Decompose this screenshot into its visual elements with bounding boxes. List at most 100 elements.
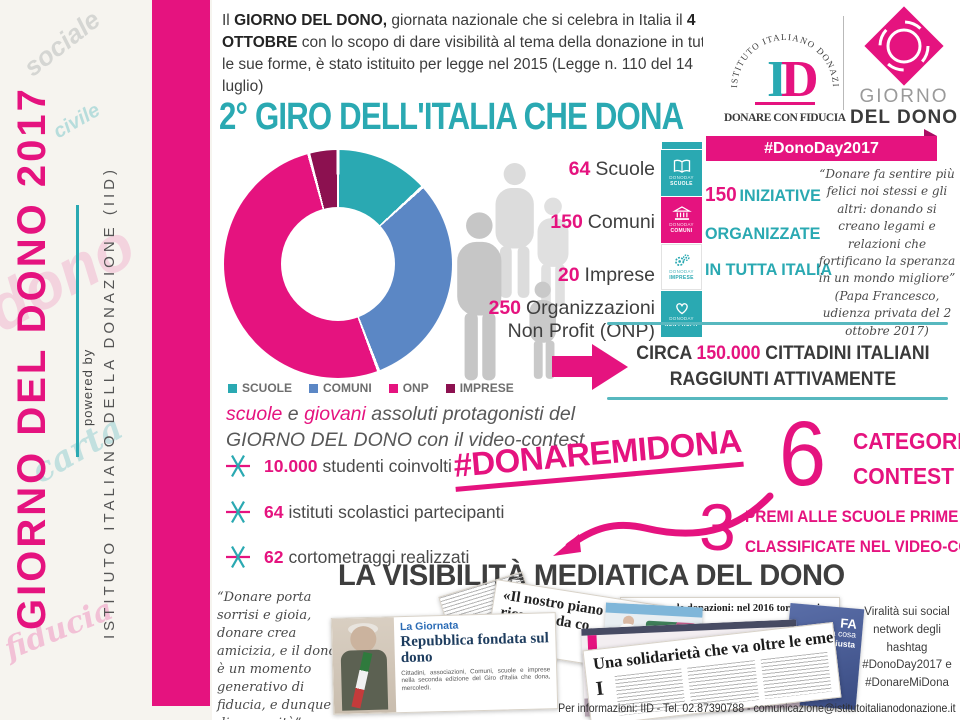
bullet-number: 64 bbox=[264, 501, 284, 522]
legend-item-imprese: IMPRESE bbox=[445, 381, 514, 395]
contest-label-1: CATEGORIE bbox=[853, 428, 960, 454]
iid-monogram-d: D bbox=[781, 51, 819, 108]
protagonisti-caption: scuole e giovani assoluti protagonisti d… bbox=[226, 402, 584, 453]
family-silhouette-icon bbox=[457, 163, 569, 381]
gdd-diamond-petals bbox=[878, 20, 930, 72]
bullet-label: cortometraggi realizzati bbox=[288, 546, 470, 567]
reach-line1: CIRCA 150.000 CITTADINI ITALIANI bbox=[636, 341, 930, 367]
intro-bold-date: 4 OTTOBRE bbox=[222, 12, 696, 51]
quote-attribution: (Papa Francesco, udienza privata del 2 o… bbox=[822, 288, 952, 338]
reach-number: 150.000 bbox=[696, 343, 761, 364]
protagonisti-line2: GIORNO DEL DONO con il video-contest bbox=[226, 428, 584, 454]
badge-caption: COMUNI bbox=[670, 228, 693, 234]
donoday-scuole-badge: DONODAY SCUOLE bbox=[661, 150, 702, 196]
mattarella-quote: “Donare porta sorrisi e gioia, donare cr… bbox=[217, 589, 338, 720]
protagonisti-text: assoluti protagonisti del bbox=[365, 403, 576, 425]
clipping-content: La Giornata Repubblica fondata sul dono … bbox=[394, 613, 557, 712]
contest-big-number: 6 bbox=[779, 403, 827, 505]
press-clipping-repubblica: La Giornata Repubblica fondata sul dono … bbox=[330, 612, 559, 715]
stat-scuole: 64 Scuole bbox=[455, 158, 655, 181]
powered-by-label: powered by bbox=[80, 348, 95, 426]
legend-swatch-maroon bbox=[445, 383, 455, 393]
stat-label: Organizzazioni Non Profit (ONP) bbox=[507, 297, 655, 342]
sidebar-divider-line bbox=[76, 205, 79, 457]
quote-text: “Donare porta sorrisi e gioia, donare cr… bbox=[217, 590, 337, 720]
stat-label: Comuni bbox=[587, 211, 655, 233]
gdd-wordmark-2: DEL DONO bbox=[850, 107, 958, 128]
legend-label: SCUOLE bbox=[242, 381, 293, 395]
title-underline-dash bbox=[662, 142, 702, 149]
bank-icon bbox=[671, 206, 692, 220]
badge-caption: IMPRESE bbox=[669, 275, 694, 281]
highlight-giovani: giovani bbox=[304, 403, 366, 425]
stat-label: Scuole bbox=[595, 158, 655, 180]
iid-monogram-i: I bbox=[767, 51, 787, 108]
donoday-ribbon: #DonoDay2017 bbox=[706, 129, 937, 161]
bullet-studenti: 10.000 studenti coinvolti bbox=[224, 452, 452, 480]
protagonisti-text: con il video-contest bbox=[412, 428, 585, 451]
legend-label: IMPRESE bbox=[459, 381, 514, 395]
reach-text: CITTADINI ITALIANI bbox=[760, 343, 930, 364]
gdd-diamond-ring bbox=[886, 28, 922, 64]
main-title: 2° GIRO DELL'ITALIA CHE DONA bbox=[219, 96, 684, 138]
bullet-label: istituti scolastici partecipanti bbox=[288, 501, 505, 522]
legend-item-scuole: SCUOLE bbox=[228, 381, 292, 395]
iniziative-block: 150 INIZIATIVE ORGANIZZATE IN TUTTA ITALI… bbox=[705, 174, 833, 288]
arrow-right-icon bbox=[552, 356, 592, 377]
bullet-istituti: 64 istituti scolastici partecipanti bbox=[224, 498, 504, 526]
logo-divider bbox=[843, 16, 844, 110]
stat-onp: 250 Organizzazioni Non Profit (ONP) bbox=[467, 297, 655, 343]
badge-caption: NON PROFIT bbox=[664, 322, 699, 328]
iid-tagline: DONARE CON FIDUCIA bbox=[724, 112, 847, 124]
bullet-label: studenti coinvolti bbox=[322, 455, 452, 476]
gdd-wordmark-1: GIORNO bbox=[859, 86, 948, 107]
donoday-nonprofit-badge: DONODAY NON PROFIT bbox=[661, 291, 702, 337]
iniziative-line3: IN TUTTA ITALIA bbox=[705, 260, 833, 280]
premi-label-2: CLASSIFICATE NEL VIDEO-CONTEST bbox=[745, 538, 960, 556]
reach-line2: RAGGIUNTI ATTIVAMENTE bbox=[669, 368, 897, 390]
protagonisti-text: e bbox=[282, 403, 305, 425]
stat-number: 150 bbox=[550, 211, 583, 233]
chart-legend: SCUOLE COMUNI ONP IMPRESE bbox=[228, 381, 514, 395]
donoday-comuni-badge: DONODAY COMUNI bbox=[661, 197, 702, 243]
bullet-text: 62 cortometraggi realizzati bbox=[264, 547, 469, 568]
iniziative-number: 150 bbox=[705, 184, 737, 206]
iid-logo: ISTITUTO ITALIANO DONAZIONE I D DONARE C… bbox=[715, 6, 847, 124]
papa-francesco-quote: “Donare fa sentire più felici noi stessi… bbox=[816, 166, 958, 340]
donoday-imprese-badge: DONODAY IMPRESE bbox=[661, 244, 702, 290]
legend-swatch-teal bbox=[228, 383, 237, 393]
legend-item-comuni: COMUNI bbox=[309, 381, 372, 395]
stat-label: Imprese bbox=[584, 264, 655, 286]
premi-big-number: 3 bbox=[699, 490, 736, 564]
stat-number: 250 bbox=[488, 297, 522, 319]
reach-text: CIRCA bbox=[636, 343, 697, 364]
media-heading: LA VISIBILITÀ MEDIATICA DEL DONO bbox=[338, 559, 845, 592]
badge-caption: DONODAY bbox=[669, 222, 694, 227]
reach-statement: CIRCA 150.000 CITTADINI ITALIANI RAGGIUN… bbox=[636, 341, 930, 392]
gears-icon bbox=[674, 254, 690, 267]
logo-block: ISTITUTO ITALIANO DONAZIONE I D DONARE C… bbox=[703, 4, 957, 134]
arrow-right-icon bbox=[592, 344, 628, 390]
iniziative-line2: ORGANIZZATE bbox=[705, 224, 821, 244]
donut-chart-hole bbox=[281, 207, 395, 321]
giorno-del-dono-logo: GIORNO DEL DONO bbox=[850, 6, 958, 128]
gdd-diamond-icon bbox=[864, 6, 944, 86]
intro-paragraph: Il GIORNO DEL DONO, giornata nazionale c… bbox=[222, 10, 722, 98]
stat-number: 20 bbox=[557, 264, 580, 286]
curved-arrow-icon bbox=[553, 492, 774, 556]
clipping-body: Cittadini, associazioni, Comuni, scuole … bbox=[401, 665, 551, 693]
badge-caption: DONODAY bbox=[669, 269, 694, 274]
heart-icon bbox=[675, 303, 688, 315]
book-icon bbox=[673, 159, 690, 173]
stat-comuni: 150 Comuni bbox=[455, 211, 655, 234]
magenta-accent-bar bbox=[152, 0, 210, 706]
intro-text: giornata nazionale che si celebra in Ita… bbox=[387, 12, 687, 29]
legend-label: ONP bbox=[402, 381, 429, 395]
protagonisti-line1: scuole e giovani assoluti protagonisti d… bbox=[226, 402, 584, 428]
bullet-number: 10.000 bbox=[264, 455, 318, 476]
asterisk-icon bbox=[226, 546, 250, 568]
bullet-cortometraggi: 62 cortometraggi realizzati bbox=[224, 543, 469, 571]
badge-caption: SCUOLE bbox=[670, 181, 693, 187]
protagonisti-text: GIORNO DEL DONO bbox=[226, 428, 413, 451]
clipping-photo bbox=[331, 617, 397, 714]
